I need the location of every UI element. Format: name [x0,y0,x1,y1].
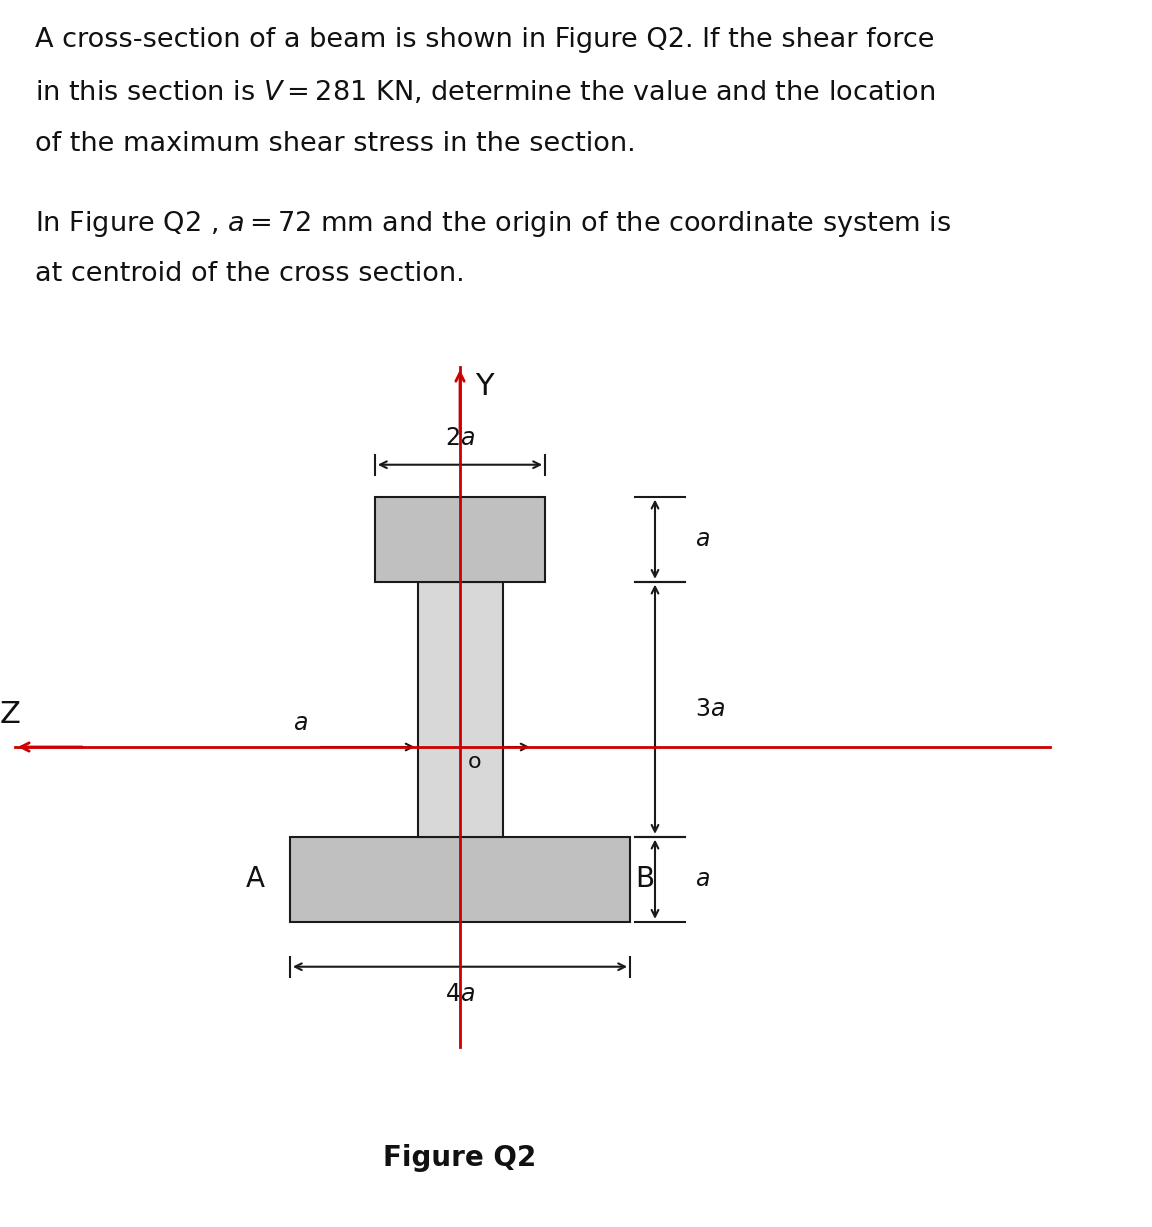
Text: $2a$: $2a$ [445,426,475,450]
Text: at centroid of the cross section.: at centroid of the cross section. [35,261,464,287]
Text: $3a$: $3a$ [695,697,725,721]
Text: In Figure Q2 , $a = 72$ mm and the origin of the coordinate system is: In Figure Q2 , $a = 72$ mm and the origi… [35,209,952,239]
Bar [376,497,545,582]
Text: $a$: $a$ [695,528,710,551]
Text: o: o [468,752,482,772]
Text: $a$: $a$ [293,710,308,735]
Text: A: A [247,865,265,893]
Text: $4a$: $4a$ [445,982,475,1006]
Text: Z: Z [0,699,21,729]
Text: B: B [635,865,654,893]
Text: of the maximum shear stress in the section.: of the maximum shear stress in the secti… [35,131,636,157]
Text: $a$: $a$ [695,867,710,891]
Text: A cross-section of a beam is shown in Figure Q2. If the shear force: A cross-section of a beam is shown in Fi… [35,27,934,53]
Text: Y: Y [475,372,493,401]
Text: Figure Q2: Figure Q2 [384,1144,537,1172]
Text: in this section is $V = 281$ KN, determine the value and the location: in this section is $V = 281$ KN, determi… [35,79,935,106]
Bar [290,837,630,921]
Bar [417,582,502,837]
